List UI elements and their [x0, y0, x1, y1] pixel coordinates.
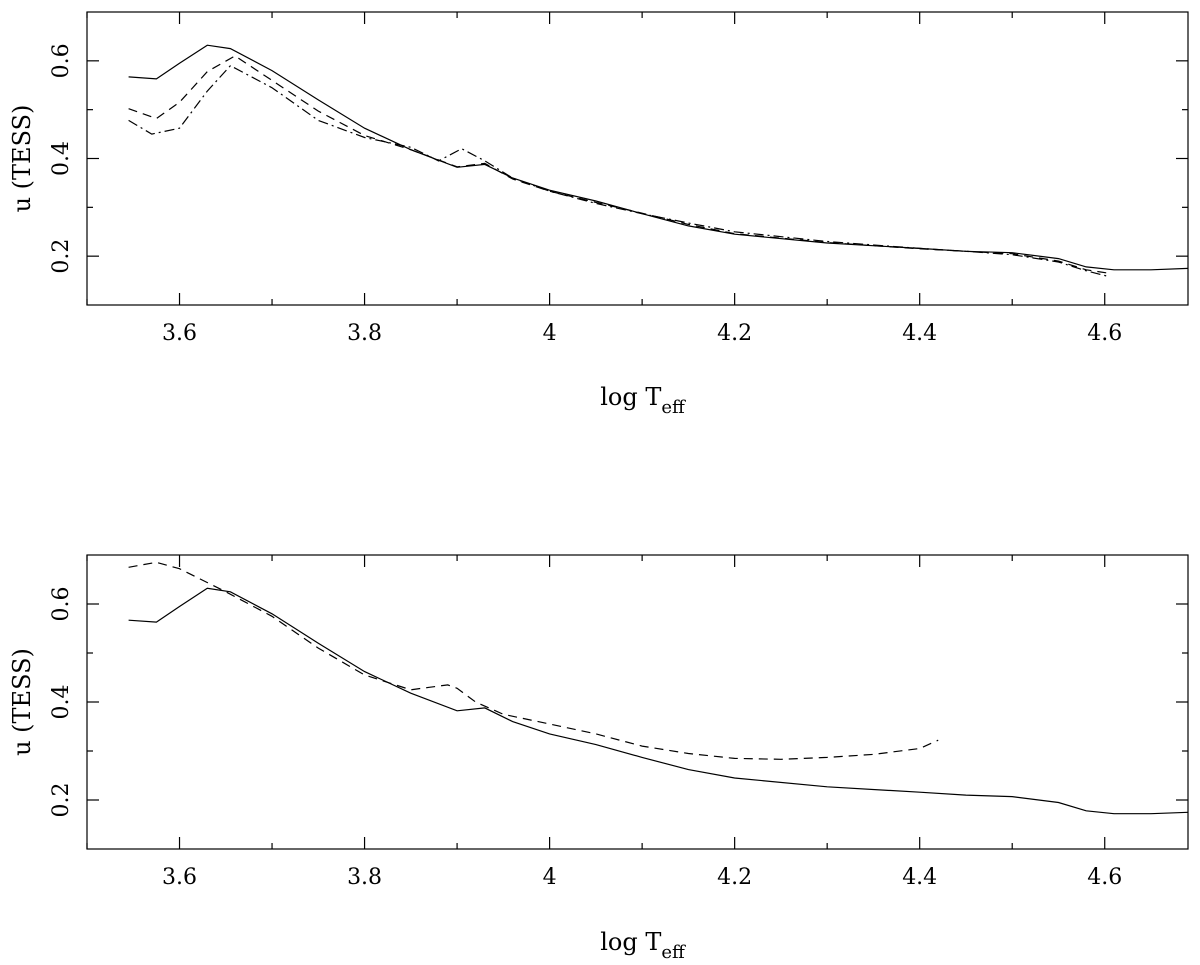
top-panel: 3.6 3.8 4 4.2 4.4 4.6 0.2 0.4 0.6 log Teff u (TESS…: [8, 11, 1189, 418]
bottom-xtick-label: 4.4: [902, 865, 937, 890]
top-xtick-label: 4: [543, 321, 557, 346]
top-ytick-label: 0.4: [49, 141, 74, 176]
bottom-series-solid-line: [128, 587, 1189, 815]
top-xtick-label: 4.4: [902, 321, 937, 346]
bottom-ytick-label: 0.6: [49, 587, 74, 622]
top-series-dash-dot-line: [128, 64, 1110, 278]
bottom-xtick-label: 4.6: [1087, 865, 1122, 890]
bottom-xtick-label: 3.8: [347, 865, 382, 890]
top-ytick-label: 0.2: [49, 239, 74, 274]
bottom-ytick-label: 0.4: [49, 685, 74, 720]
top-ytick-label: 0.6: [49, 43, 74, 78]
top-xtick-label: 4.2: [717, 321, 752, 346]
top-x-axis-label: log Teff: [600, 383, 686, 418]
top-xtick-label: 3.6: [162, 321, 197, 346]
bottom-y-axis-label: u (TESS): [8, 648, 36, 756]
top-plot-frame: [86, 11, 1189, 306]
bottom-series-dashed-line: [128, 561, 939, 760]
bottom-plot-frame: [86, 554, 1189, 850]
bottom-xtick-label: 4: [543, 865, 557, 890]
top-xtick-label: 4.6: [1087, 321, 1122, 346]
bottom-ytick-label: 0.2: [49, 783, 74, 818]
top-series-solid-line: [128, 44, 1189, 271]
top-y-axis-label: u (TESS): [8, 105, 36, 213]
bottom-x-axis-label: log Teff: [600, 928, 686, 963]
bottom-panel: 3.6 3.8 4 4.2 4.4 4.6 0.2 0.4 0.6 log Teff u (TESS…: [8, 554, 1189, 963]
bottom-xtick-label: 3.6: [162, 865, 197, 890]
bottom-xtick-label: 4.2: [717, 865, 752, 890]
top-xtick-label: 3.8: [347, 321, 382, 346]
top-series-dashed-line: [128, 55, 1110, 274]
